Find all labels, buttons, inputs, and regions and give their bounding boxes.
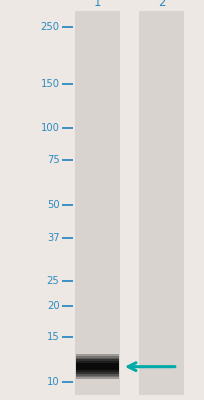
Text: 15: 15 bbox=[47, 332, 59, 342]
Bar bbox=[75, 361, 119, 372]
Text: 75: 75 bbox=[47, 155, 59, 165]
Bar bbox=[75, 363, 119, 370]
Text: 150: 150 bbox=[40, 78, 59, 88]
Bar bbox=[74, 11, 119, 395]
Bar bbox=[75, 354, 119, 379]
Bar bbox=[75, 363, 119, 370]
Text: 1: 1 bbox=[93, 0, 101, 9]
Text: 37: 37 bbox=[47, 233, 59, 243]
Text: 2: 2 bbox=[157, 0, 165, 9]
Text: 100: 100 bbox=[40, 123, 59, 133]
Bar bbox=[75, 360, 119, 374]
Text: 20: 20 bbox=[47, 301, 59, 311]
Text: 10: 10 bbox=[47, 377, 59, 387]
Bar bbox=[139, 11, 184, 395]
Text: 50: 50 bbox=[47, 200, 59, 210]
Text: 250: 250 bbox=[40, 22, 59, 32]
Bar bbox=[75, 356, 119, 378]
Text: 25: 25 bbox=[47, 276, 59, 286]
Bar bbox=[75, 358, 119, 376]
